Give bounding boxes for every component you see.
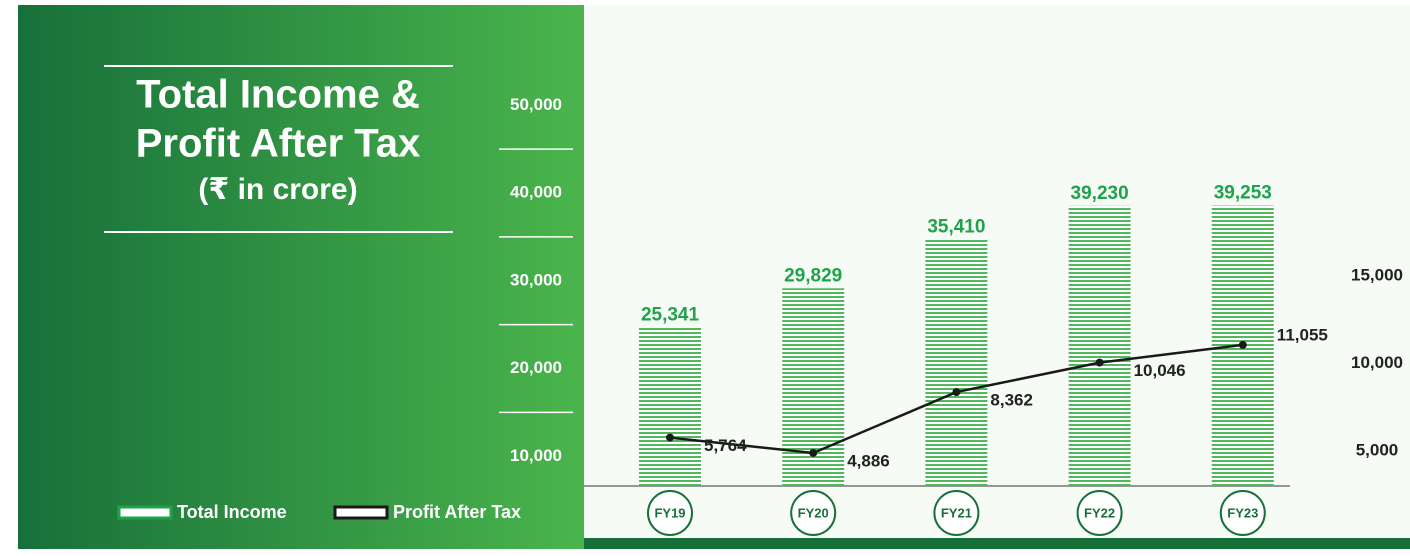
legend-label: Profit After Tax [393,502,521,522]
chart-title: Total Income & [136,73,420,117]
x-tick-badge [790,490,837,536]
bar-value-label: 35,410 [927,216,985,237]
chart-title: Profit After Tax [136,122,420,166]
x-tick-badge [933,490,980,536]
bar-value-label: 39,253 [1214,183,1272,204]
point-value-label: 11,055 [1277,325,1328,344]
bar [639,327,701,486]
point [666,433,674,442]
legend-label: Total Income [177,502,287,522]
bar [925,239,988,486]
bottom-bar [584,538,1410,549]
x-tick-badge [1219,490,1266,536]
x-tick-label: FY23 [1227,505,1258,520]
legend-swatch [117,505,173,520]
chart-subtitle: (₹ in crore) [198,173,357,206]
bar-value-label: 39,230 [1071,183,1129,204]
x-tick-label: FY20 [798,505,829,520]
y2-tick-label: 10,000 [1351,353,1403,372]
x-tick-badge [1076,490,1123,536]
y-tick-label: 50,000 [510,95,562,114]
y2-tick-label: 15,000 [1351,265,1403,284]
title-panel [18,5,584,549]
x-tick-label: FY19 [654,505,685,520]
x-tick-label: FY22 [1084,505,1115,520]
x-tick-label: FY21 [941,505,972,520]
bar [1068,205,1131,487]
y-tick-label: 10,000 [510,446,562,465]
point-value-label: 4,886 [847,451,890,470]
y2-tick-label: 5,000 [1356,440,1399,459]
y-tick-label: 30,000 [510,270,562,289]
point-value-label: 10,046 [1134,361,1186,380]
legend-swatch [333,505,389,520]
plot-panel [584,5,1410,538]
x-tick-badge [647,490,693,536]
y-tick-label: 40,000 [510,183,562,202]
point [809,448,818,457]
point-value-label: 5,764 [704,436,747,455]
y-tick-label: 20,000 [510,358,562,377]
point [952,388,961,397]
bar-value-label: 25,341 [641,305,700,326]
point-value-label: 8,362 [990,391,1033,410]
bar-value-label: 29,829 [784,265,842,286]
point [1238,340,1247,349]
point [1095,358,1104,367]
